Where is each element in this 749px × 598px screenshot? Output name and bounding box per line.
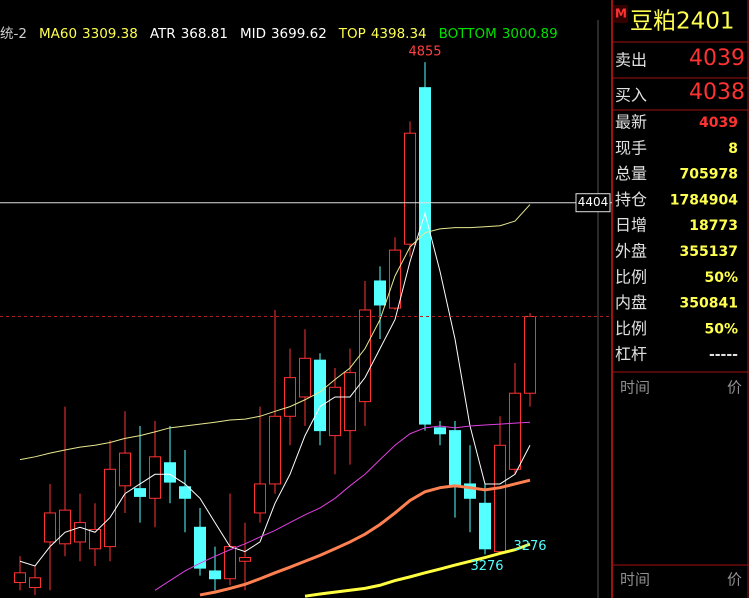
contract-title: 豆粕2401 (630, 9, 735, 35)
candle-body (14, 572, 26, 583)
candle-body (494, 444, 506, 553)
badge-box (614, 5, 628, 23)
candle-body (284, 377, 296, 417)
candle-body (269, 415, 281, 485)
badge: M (615, 7, 627, 21)
row-value: 18773 (689, 218, 738, 234)
candle-body (479, 502, 491, 550)
column-header: 时间 (620, 571, 650, 589)
indicator-name: MID (240, 26, 266, 42)
candle-body (59, 509, 71, 545)
row-value: 50% (704, 321, 738, 337)
row-value: 1784904 (670, 192, 738, 208)
candle-body (134, 488, 146, 497)
candle-body (524, 316, 536, 394)
candle-body (509, 392, 521, 470)
indicator-line (19, 204, 531, 461)
candle-body (299, 357, 311, 398)
candle-body (104, 468, 116, 548)
crosshair-box (575, 193, 611, 213)
crosshair-label: 4404 (578, 195, 609, 209)
row-value: 50% (704, 270, 738, 286)
bid-value: 4038 (689, 80, 745, 105)
candle-body (374, 280, 386, 306)
row-value: 4039 (699, 115, 738, 131)
ask-label: 卖出 (615, 51, 647, 70)
indicator-name: TOP (338, 26, 366, 42)
high-label: 4855 (408, 45, 441, 60)
candle-body (179, 486, 191, 499)
candle-body (209, 570, 221, 580)
candle-body (314, 359, 326, 432)
candle-body (44, 512, 56, 543)
candle-body (29, 577, 41, 588)
indicator-value: 3699.62 (271, 26, 327, 42)
indicator-value: 3000.89 (502, 26, 558, 42)
row-label: 持仓 (615, 190, 647, 209)
candle-body (89, 528, 101, 550)
candle-body (449, 430, 461, 488)
candle-body (404, 132, 416, 245)
candle-body (329, 386, 341, 437)
row-label: 总量 (615, 164, 647, 183)
bid-label: 买入 (615, 86, 647, 105)
indicator-line (19, 211, 531, 567)
row-label: 日增 (615, 216, 647, 235)
indicator-value: 3309.38 (82, 26, 138, 42)
candle-body (389, 249, 401, 309)
candle-body (74, 522, 86, 543)
candle-body (164, 462, 176, 483)
indicator-line (199, 478, 531, 597)
indicator-name: MA60 (39, 26, 77, 42)
candle-body (464, 483, 476, 499)
column-header: 价 (727, 379, 742, 397)
indicator-line (154, 421, 531, 591)
column-header: 时间 (620, 379, 650, 397)
low-label: 3276 (470, 559, 503, 574)
row-label: 内盘 (615, 293, 647, 312)
candle-body (194, 526, 206, 569)
row-value: 705978 (680, 167, 738, 183)
indicator-name: ATR (150, 26, 176, 42)
row-value: ----- (709, 347, 738, 363)
indicator-name: BOTTOM (439, 26, 497, 42)
candle-body (419, 87, 431, 425)
candle-body (344, 372, 356, 432)
row-label: 比例 (615, 319, 647, 338)
indicator-value: 368.81 (181, 26, 228, 42)
plot (14, 62, 536, 598)
candle-body (239, 557, 251, 562)
candle-body (434, 427, 446, 435)
indicator-value: 4398.34 (371, 26, 427, 42)
row-value: 350841 (680, 296, 738, 312)
candle-body (254, 483, 266, 514)
candle-body (359, 309, 371, 403)
column-header: 价 (727, 571, 742, 589)
row-label: 最新 (615, 113, 647, 132)
indicator-line (304, 542, 531, 598)
row-label: 外盘 (615, 242, 647, 261)
indicator-bar: 统-2 MA60 3309.38 ATR 368.81 MID 3699.62 TOP 4398… (0, 26, 558, 42)
row-value: 8 (728, 141, 738, 157)
ask-value: 4039 (689, 46, 745, 71)
row-label: 现手 (615, 138, 647, 157)
candle-body (149, 456, 161, 499)
candle-body (119, 452, 131, 487)
row-value: 355137 (680, 244, 738, 260)
indicator-label: 统-2 (0, 26, 27, 42)
low-label: 3276 (513, 539, 546, 554)
row-label: 杠杆 (615, 345, 647, 364)
row-label: 比例 (615, 267, 647, 286)
